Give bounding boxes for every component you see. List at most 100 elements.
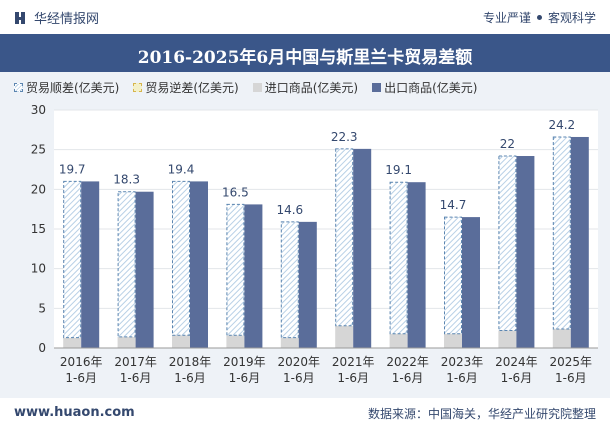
export-bar: [516, 156, 535, 348]
export-bar: [353, 148, 372, 348]
bar-chart: 19.7 18.3 19.4 16.5 14.6 22.3 19.1 14.7 22 24.2 0…: [31, 103, 598, 385]
surplus-bar: [280, 221, 299, 339]
import-bar: [552, 328, 571, 348]
export-bar: [190, 181, 208, 348]
x-tick-label: 2019年 1-6月: [223, 355, 266, 385]
y-tick-label: 30: [31, 103, 46, 117]
x-tick-label-line: 1-6月: [120, 371, 152, 385]
legend-item-surplus: 贸易顺差(亿美元): [14, 79, 119, 96]
x-tick-label-line: 2017年: [114, 355, 157, 369]
data-label: 16.5: [222, 185, 249, 199]
export-bar: [135, 191, 154, 348]
legend-label-import: 进口商品(亿美元): [264, 81, 359, 95]
x-tick-label-line: 2021年: [332, 355, 375, 369]
x-tick-label-line: 2022年: [386, 355, 429, 369]
data-label: 14.7: [440, 198, 467, 212]
x-tick-label-line: 1-6月: [229, 371, 261, 385]
x-tick-label-line: 1-6月: [65, 371, 97, 385]
surplus-bar: [172, 180, 190, 336]
x-tick-label: 2021年 1-6月: [332, 355, 375, 385]
import-bar: [63, 337, 82, 348]
logo-icon: [15, 11, 25, 24]
x-tick-label-line: 1-6月: [392, 371, 424, 385]
y-tick-label: 25: [31, 143, 46, 157]
import-bar: [117, 336, 136, 348]
surplus-bar: [226, 203, 245, 336]
data-label: 14.6: [276, 203, 303, 217]
import-bar: [280, 337, 299, 348]
y-tick-label: 0: [38, 341, 46, 355]
x-tick-label-line: 2016年: [60, 355, 103, 369]
x-tick-label: 2017年 1-6月: [114, 355, 157, 385]
brand-name: 华经情报网: [34, 12, 100, 27]
data-label: 19.7: [59, 162, 86, 176]
legend-swatch-deficit: [133, 83, 143, 92]
import-bar: [389, 333, 408, 348]
x-tick-label: 2016年 1-6月: [60, 355, 103, 385]
legend-item-import: 进口商品(亿美元): [252, 79, 359, 96]
import-bar: [172, 335, 190, 348]
y-tick-label: 15: [31, 222, 46, 236]
import-bar: [498, 330, 517, 348]
separator-dot-icon: [536, 15, 542, 20]
import-bar: [226, 335, 245, 348]
import-bar: [444, 333, 462, 348]
x-tick-label-line: 2025年: [550, 355, 593, 369]
x-tick-label-line: 1-6月: [174, 371, 206, 385]
x-tick-label-line: 2019年: [223, 355, 266, 369]
surplus-bar: [552, 136, 571, 330]
export-bar: [570, 136, 589, 348]
legend-item-export: 出口商品(亿美元): [372, 79, 478, 96]
x-tick-label-line: 2018年: [169, 355, 212, 369]
slogan-right: 客观科学: [547, 11, 596, 25]
data-label: 19.4: [168, 162, 195, 176]
data-label: 22.3: [331, 130, 358, 144]
data-label: 18.3: [113, 173, 140, 187]
x-tick-label-line: 1-6月: [337, 371, 369, 385]
export-bar: [298, 221, 317, 348]
x-tick-label: 2024年 1-6月: [495, 355, 538, 385]
footer-source: 数据来源：中国海关，华经产业研究院整理: [367, 407, 596, 421]
x-tick-label: 2020年 1-6月: [278, 355, 321, 385]
x-tick-label: 2022年 1-6月: [386, 355, 429, 385]
export-bar: [407, 182, 426, 348]
surplus-bar: [498, 155, 517, 332]
export-bar: [81, 181, 100, 348]
x-tick-label-line: 1-6月: [446, 371, 478, 385]
x-tick-label-line: 2020年: [278, 355, 321, 369]
slogan: 专业严谨 客观科学: [483, 9, 596, 26]
x-tick-label: 2025年 1-6月: [550, 355, 593, 385]
legend: 贸易顺差(亿美元) 贸易逆差(亿美元) 进口商品(亿美元) 出口商品(亿美元): [14, 79, 478, 96]
x-tick-label: 2023年 1-6月: [441, 355, 484, 385]
legend-swatch-surplus: [14, 83, 23, 92]
slogan-left: 专业严谨: [482, 11, 531, 25]
import-bar: [335, 325, 354, 348]
brand[interactable]: 华经情报网: [14, 8, 99, 27]
surplus-bar: [117, 191, 136, 338]
x-tick-label-line: 1-6月: [555, 371, 587, 385]
x-tick-label-line: 2024年: [495, 355, 538, 369]
footer-url[interactable]: www.huaon.com: [14, 405, 135, 420]
y-tick-label: 10: [31, 262, 46, 276]
export-bar: [244, 204, 263, 348]
data-label: 24.2: [548, 118, 575, 132]
legend-item-deficit: 贸易逆差(亿美元): [133, 79, 239, 96]
footer: www.huaon.com 数据来源：中国海关，华经产业研究院整理: [0, 398, 610, 430]
x-tick-label-line: 1-6月: [501, 371, 533, 385]
x-tick-label: 2018年 1-6月: [169, 355, 212, 385]
y-tick-label: 20: [31, 182, 46, 196]
top-bar: 华经情报网 专业严谨 客观科学: [0, 0, 610, 34]
legend-label-deficit: 贸易逆差(亿美元): [145, 81, 239, 95]
legend-swatch-import: [252, 83, 262, 92]
surplus-bar: [389, 181, 408, 335]
surplus-bar: [335, 148, 354, 327]
surplus-bar: [63, 180, 82, 339]
data-label: 22: [500, 137, 515, 151]
chart-title: 2016-2025年6月中国与斯里兰卡贸易差额: [137, 48, 473, 68]
surplus-bar: [444, 216, 462, 335]
data-label: 19.1: [385, 163, 412, 177]
export-bar: [462, 217, 480, 348]
legend-swatch-export: [372, 83, 382, 92]
legend-label-surplus: 贸易顺差(亿美元): [26, 81, 120, 95]
